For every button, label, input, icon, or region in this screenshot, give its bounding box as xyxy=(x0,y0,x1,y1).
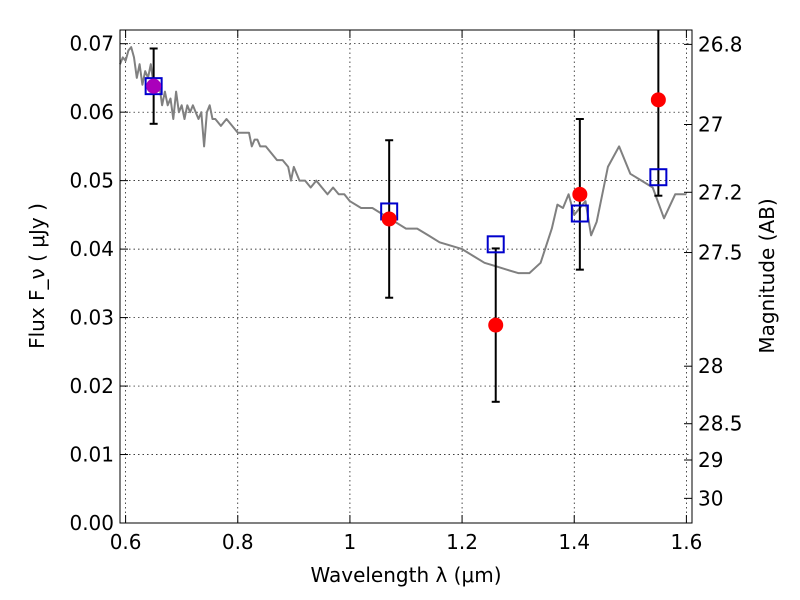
model-photometry-square xyxy=(649,168,668,187)
y2-tick-label: 27 xyxy=(698,112,723,136)
x-tick-label: 1 xyxy=(344,530,357,554)
x-tick-label: 1.6 xyxy=(670,530,702,554)
y2-axis-label: Magnitude (AB) xyxy=(755,198,779,353)
y2-tick-label: 29 xyxy=(698,448,723,472)
y-tick-label: 0.04 xyxy=(69,237,114,261)
observed-flux-point xyxy=(488,317,504,333)
y-axis-label: Flux F_ν ( μJy ) xyxy=(25,203,49,349)
axes-layer: 0.6 0.8 1 1.2 1.4 1.6 0.00 0.01 0.02 0.03 0.04 0.05… xyxy=(69,30,743,554)
y2-tick-label: 27.5 xyxy=(698,241,743,265)
x-axis-label: Wavelength λ (μm) xyxy=(310,563,501,587)
observed-flux-point xyxy=(650,92,666,108)
y-tick-label: 0.05 xyxy=(69,169,114,193)
y-tick-label: 0.07 xyxy=(69,32,114,56)
y-tick-label: 0.03 xyxy=(69,306,114,330)
y2-tick-label: 28 xyxy=(698,354,723,378)
x-tick-label: 1.4 xyxy=(558,530,590,554)
y2-tick-label: 26.8 xyxy=(698,32,743,56)
model-photometry-square xyxy=(486,235,505,254)
y-tick-label: 0.06 xyxy=(69,100,114,124)
model-photometry-square xyxy=(144,77,163,96)
observed-flux-point xyxy=(572,186,588,202)
y-tick-label: 0.01 xyxy=(69,443,114,467)
x-tick-label: 1.2 xyxy=(446,530,478,554)
series-layer xyxy=(119,30,687,403)
plot-background xyxy=(120,30,692,523)
y2-tick-label: 27.2 xyxy=(698,180,743,204)
x-tick-label: 0.6 xyxy=(110,530,142,554)
y2-tick-label: 28.5 xyxy=(698,412,743,436)
x-tick-label: 0.8 xyxy=(222,530,254,554)
observed-flux-point xyxy=(146,78,162,94)
y2-tick-label: 30 xyxy=(698,486,723,510)
y-tick-label: 0.02 xyxy=(69,374,114,398)
model-photometry-square xyxy=(570,204,589,223)
plot-frame xyxy=(119,29,693,524)
model-spectrum-line xyxy=(119,46,687,275)
y-tick-label: 0.00 xyxy=(69,511,114,535)
observed-flux-point xyxy=(381,211,397,227)
